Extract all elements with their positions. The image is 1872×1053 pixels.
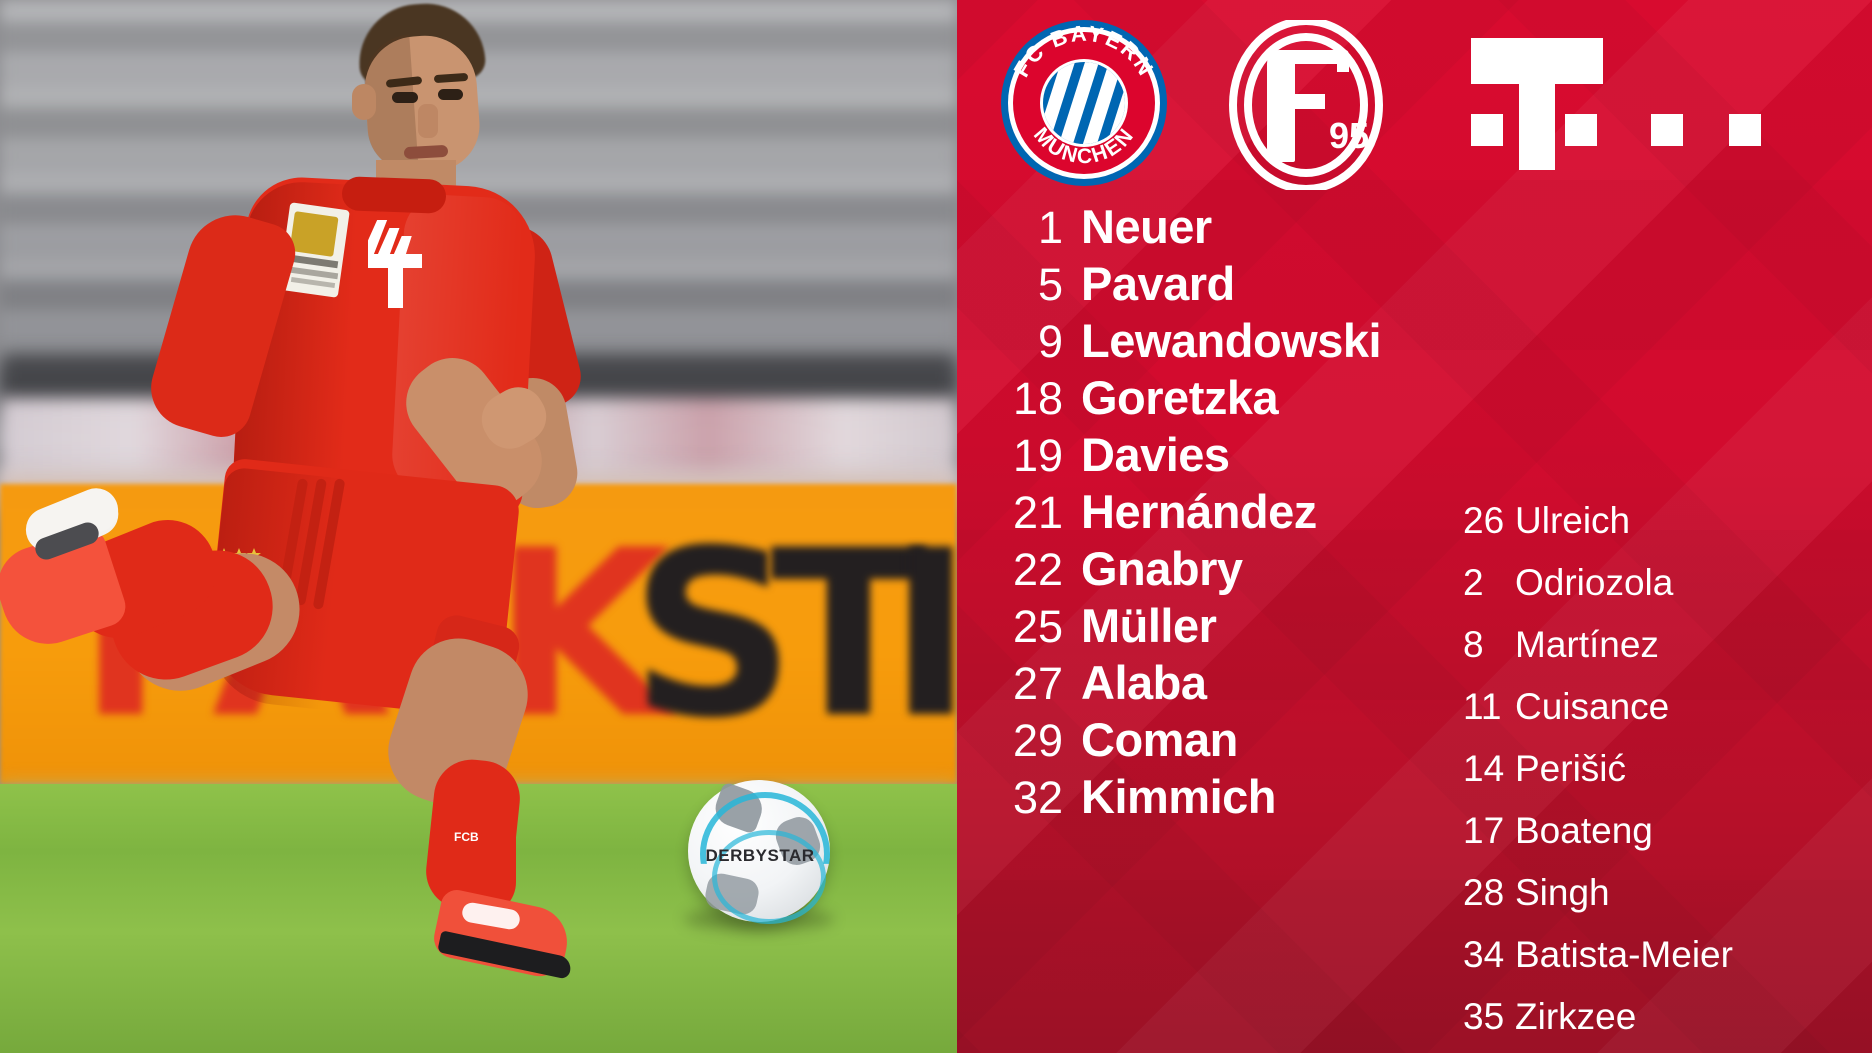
telekom-square <box>1471 114 1503 146</box>
telekom-square <box>1565 114 1597 146</box>
player-name: Cuisance <box>1515 686 1670 727</box>
starting-xi-row: 21 Hernández <box>957 483 1872 540</box>
player-number: 18 <box>1012 373 1063 424</box>
starting-xi-list: 1 Neuer 5 Pavard 9 Lewandowski 18 Goretz… <box>957 198 1872 825</box>
player-name: Hernández <box>1081 485 1317 538</box>
player-name: Perišić <box>1515 748 1627 789</box>
player-name: Odriozola <box>1515 562 1674 603</box>
telekom-jersey-logo-icon <box>360 250 430 310</box>
player-name: Gnabry <box>1081 542 1243 595</box>
adidas-icon <box>361 216 420 256</box>
player-number: 34 <box>1463 934 1505 975</box>
player-name: Goretzka <box>1081 371 1279 424</box>
player-number: 1 <box>1037 202 1063 253</box>
player-name: Müller <box>1081 599 1217 652</box>
player-number: 29 <box>1012 715 1063 766</box>
player-number: 26 <box>1463 500 1505 541</box>
player-name: Neuer <box>1081 200 1212 253</box>
bundesliga-patch-badge <box>289 211 339 257</box>
substitute-row: 28 Singh <box>1463 862 1872 924</box>
substitute-row: 8 Martínez <box>1463 614 1872 676</box>
substitute-row: 11 Cuisance <box>1463 676 1872 738</box>
jersey-collar <box>341 176 447 214</box>
player-name: Alaba <box>1081 656 1207 709</box>
substitute-row: 17 Boateng <box>1463 800 1872 862</box>
player-eye <box>438 89 463 100</box>
fortuna-dusseldorf-crest-icon: 95 <box>1221 17 1391 193</box>
ball-brand-label: DERBYSTAR <box>705 846 815 865</box>
player-number: 35 <box>1463 996 1505 1037</box>
starting-xi-row: 19 Davies <box>957 426 1872 483</box>
player-number: 2 <box>1463 562 1484 603</box>
player-number: 25 <box>1012 601 1063 652</box>
fc-bayern-munchen-crest-icon: FC BAYERN MÜNCHEN <box>999 18 1169 188</box>
starting-xi-row: 25 Müller <box>957 597 1872 654</box>
player-number: 21 <box>1012 487 1063 538</box>
svg-text:FCB: FCB <box>454 830 479 844</box>
player-eye <box>392 92 418 103</box>
svg-text:95: 95 <box>1329 115 1369 156</box>
advert-letter: S <box>630 502 796 769</box>
player-number: 32 <box>1012 772 1063 823</box>
player-name: Singh <box>1515 872 1610 913</box>
lineup-panel: FC BAYERN MÜNCHEN <box>957 0 1872 1053</box>
player-name: Coman <box>1081 713 1238 766</box>
player-number: 27 <box>1012 658 1063 709</box>
substitute-row: 2 Odriozola <box>1463 552 1872 614</box>
starting-xi-row: 5 Pavard <box>957 255 1872 312</box>
telekom-t-glyph <box>1467 38 1607 170</box>
player-name: Lewandowski <box>1081 314 1382 367</box>
player-mouth <box>403 144 449 160</box>
player-name: Martínez <box>1515 624 1659 665</box>
player-number: 9 <box>1037 316 1063 367</box>
advert-letter: K <box>492 502 670 769</box>
player-number: 8 <box>1463 624 1484 665</box>
player-name: Batista-Meier <box>1515 934 1733 975</box>
player-photo: P A C K S T I <box>0 0 957 1053</box>
player-name: Boateng <box>1515 810 1653 851</box>
player-number: 19 <box>1012 430 1063 481</box>
logo-bar: FC BAYERN MÜNCHEN <box>957 0 1872 198</box>
starting-xi-row: 9 Lewandowski <box>957 312 1872 369</box>
substitute-row: 14 Perišić <box>1463 738 1872 800</box>
player-name: Davies <box>1081 428 1230 481</box>
telekom-logo-icon <box>1467 38 1767 170</box>
player-number: 22 <box>1012 544 1063 595</box>
starting-xi-row: 22 Gnabry <box>957 540 1872 597</box>
substitutes-list: 26 Ulreich 2 Odriozola 8 Martínez 11 Cui… <box>1463 490 1872 1048</box>
player-number: 17 <box>1463 810 1505 851</box>
player-name: Zirkzee <box>1515 996 1637 1037</box>
sock-fcb-text-icon: FCB <box>452 828 500 844</box>
telekom-square <box>1651 114 1683 146</box>
advert-letter: T <box>770 502 927 769</box>
substitute-row: 35 Zirkzee <box>1463 986 1872 1048</box>
starting-xi-row: 1 Neuer <box>957 198 1872 255</box>
starting-xi-row: 29 Coman <box>957 711 1872 768</box>
player-name: Ulreich <box>1515 500 1631 541</box>
starting-xi-row: 18 Goretzka <box>957 369 1872 426</box>
substitute-row: 34 Batista-Meier <box>1463 924 1872 986</box>
player-number: 11 <box>1463 686 1502 727</box>
player-nose <box>418 104 438 138</box>
substitute-row: 26 Ulreich <box>1463 490 1872 552</box>
ball-arc <box>712 830 826 924</box>
player-name: Kimmich <box>1081 770 1277 823</box>
starting-xi-row: 32 Kimmich <box>957 768 1872 825</box>
starting-xi-row: 27 Alaba <box>957 654 1872 711</box>
player-number: 5 <box>1037 259 1063 310</box>
player-number: 28 <box>1463 872 1505 913</box>
player-number: 14 <box>1463 748 1505 789</box>
advert-letter: I <box>888 502 957 769</box>
player-name: Pavard <box>1081 257 1235 310</box>
telekom-square <box>1729 114 1761 146</box>
player-ear <box>352 84 376 120</box>
football-player: FCB <box>0 0 588 981</box>
